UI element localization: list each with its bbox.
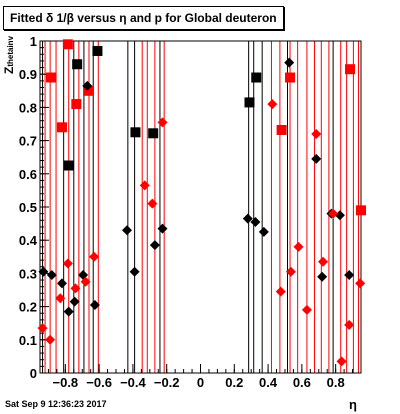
data-point-diamond (45, 334, 56, 345)
data-point-square (62, 39, 73, 50)
y-tick-label: 0.2 (19, 300, 37, 315)
data-point-diamond (56, 278, 67, 289)
data-point-diamond (293, 241, 304, 252)
data-point-diamond (63, 306, 74, 317)
data-point-diamond (149, 240, 160, 251)
y-tick-label: 0.7 (19, 134, 37, 149)
data-point-diamond (38, 266, 49, 277)
data-point-square (276, 124, 287, 135)
data-point-square (92, 45, 103, 56)
data-point-diamond (70, 283, 81, 294)
data-point-diamond (46, 270, 57, 281)
data-point-square (71, 99, 82, 110)
x-tick-label: 0.8 (327, 375, 345, 390)
x-tick-label: −0.8 (53, 375, 79, 390)
data-point-diamond (267, 99, 278, 110)
data-point-diamond (82, 80, 93, 91)
x-tick-label: −0.4 (120, 375, 146, 390)
data-point-diamond (89, 251, 100, 262)
x-axis-label: η (349, 397, 357, 412)
y-tick-label: 0.6 (19, 167, 37, 182)
x-tick-label: −0.6 (86, 375, 112, 390)
x-tick-label: 0.4 (259, 375, 278, 390)
data-point-diamond (336, 356, 347, 367)
data-point-square (244, 97, 255, 108)
data-point-square (285, 72, 296, 83)
data-point-diamond (242, 213, 253, 224)
chart-title: Fitted δ 1/β versus η and p for Global d… (3, 6, 284, 30)
data-point-square (345, 64, 356, 75)
data-point-diamond (157, 117, 168, 128)
data-point-diamond (139, 180, 150, 191)
data-point-diamond (69, 296, 80, 307)
y-tick-label: 0 (30, 366, 37, 381)
y-tick-label: 0.1 (19, 333, 37, 348)
data-point-diamond (129, 266, 140, 277)
data-point-square (83, 85, 94, 96)
data-point-diamond (89, 299, 100, 310)
x-tick-label: 0.2 (225, 375, 243, 390)
data-point-diamond (275, 286, 286, 297)
data-point-diamond (37, 323, 48, 334)
x-tick-label: −0.2 (154, 375, 180, 390)
data-point-diamond (258, 226, 269, 237)
data-point-square (356, 205, 366, 216)
axis-ticks-layer: −0.8 −0.6 −0.4 −0.2 0 0.2 0.4 0.6 0.8 0 0.1 0.2 0.3 0… (19, 34, 362, 390)
data-point-diamond (311, 153, 322, 164)
data-point-diamond (147, 198, 158, 209)
data-point-diamond (317, 256, 328, 267)
y-tick-label: 0.4 (19, 233, 38, 248)
data-point-diamond (284, 57, 295, 68)
data-point-square (251, 72, 262, 83)
y-axis-label: Zthetainv (2, 36, 16, 74)
y-tick-label: 0.9 (19, 67, 37, 82)
data-point-diamond (344, 319, 355, 330)
data-point-diamond (355, 278, 366, 289)
data-point-diamond (55, 293, 66, 304)
data-point-diamond (250, 216, 261, 227)
data-points-layer (37, 39, 366, 367)
data-point-square (45, 72, 56, 83)
y-tick-label: 0.3 (19, 266, 37, 281)
x-tick-label: 0 (197, 375, 204, 390)
data-point-diamond (122, 225, 133, 236)
vertical-lines-layer (42, 41, 359, 373)
x-tick-label: 0.6 (293, 375, 311, 390)
y-axis-label-subscript: thetainv (6, 35, 15, 67)
data-point-diamond (311, 128, 322, 139)
data-point-diamond (285, 266, 296, 277)
data-point-diamond (301, 304, 312, 315)
footer-timestamp: Sat Sep 9 12:36:23 2017 (5, 399, 107, 409)
data-point-diamond (344, 270, 355, 281)
data-point-diamond (80, 276, 91, 287)
y-tick-label: 1 (30, 34, 37, 49)
y-axis-label-main: Z (2, 66, 16, 74)
y-tick-label: 0.5 (19, 200, 37, 215)
data-point-diamond (328, 208, 339, 219)
data-point-square (63, 160, 74, 171)
data-point-diamond (317, 271, 328, 282)
y-tick-label: 0.8 (19, 100, 37, 115)
data-point-diamond (157, 223, 168, 234)
data-point-square (130, 127, 141, 138)
data-point-square (148, 128, 159, 139)
data-point-square (56, 122, 67, 133)
data-point-diamond (62, 258, 73, 269)
data-point-square (72, 59, 83, 70)
data-point-diamond (334, 210, 345, 221)
